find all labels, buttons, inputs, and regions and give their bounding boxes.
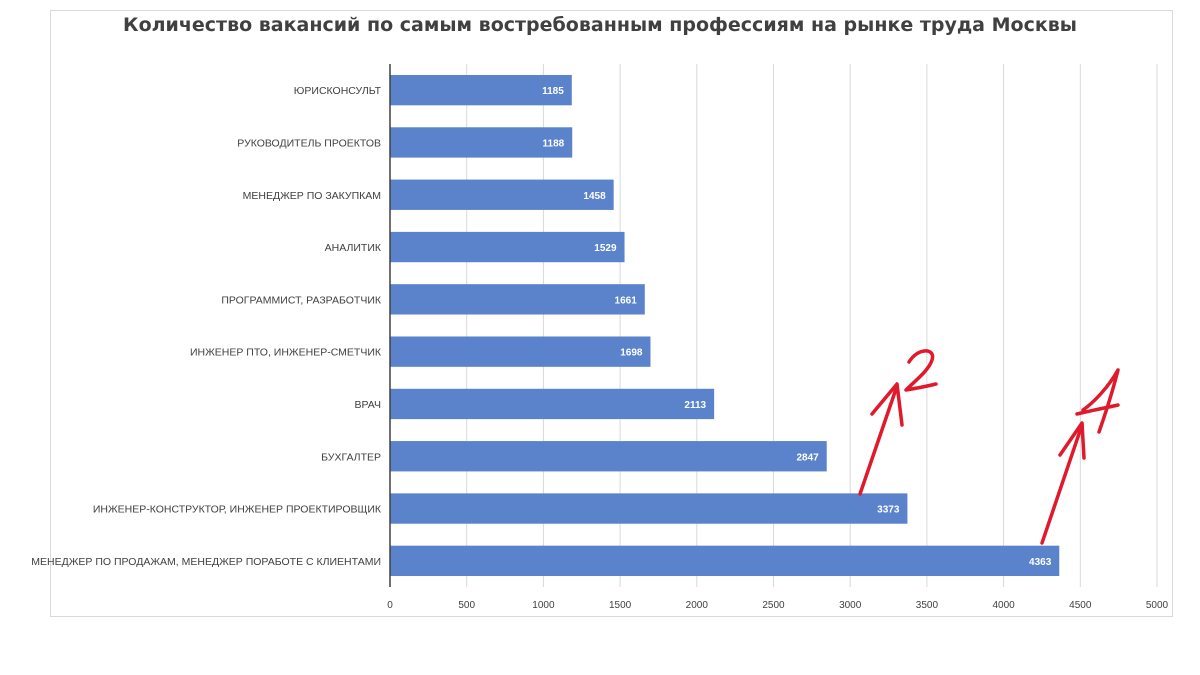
- category-label: БУХГАЛТЕР: [321, 451, 381, 463]
- bar: [390, 441, 827, 472]
- annotation-arrowhead: [870, 382, 904, 427]
- x-tick-label: 5000: [1146, 600, 1169, 611]
- category-labels: ЮРИСКОНСУЛЬТ РУКОВОДИТЕЛЬ ПРОЕКТОВ МЕНЕДЖЕ…: [31, 85, 382, 568]
- data-label: 1188: [543, 138, 565, 149]
- x-tick-label: 3500: [916, 600, 939, 611]
- bar: [390, 388, 715, 420]
- x-tick-label: 2000: [686, 600, 709, 611]
- x-tick-label: 1500: [609, 600, 632, 611]
- x-tick-label: 500: [458, 600, 475, 611]
- x-tick-label: 1000: [532, 600, 555, 611]
- category-label: РУКОВОДИТЕЛЬ ПРОЕКТОВ: [237, 137, 381, 149]
- x-tick-label: 4000: [992, 600, 1015, 611]
- category-label: ЮРИСКОНСУЛЬТ: [294, 85, 382, 97]
- data-label: 2847: [796, 452, 819, 463]
- category-label: ИНЖЕНЕР-КОНСТРУКТОР, ИНЖЕНЕР ПРОЕКТИРОВЩ…: [93, 504, 382, 516]
- bar: [390, 231, 625, 263]
- bar: [390, 179, 614, 210]
- bar: [390, 74, 572, 106]
- annotation-arrowhead: [1058, 421, 1086, 460]
- category-label: ИНЖЕНЕР ПТО, ИНЖЕНЕР-СМЕТЧИК: [190, 347, 382, 359]
- data-label: 1529: [594, 243, 617, 254]
- annotation-mark-1: [1075, 368, 1120, 434]
- data-label: 3373: [877, 505, 900, 516]
- bar: [390, 284, 645, 315]
- category-label: АНАЛИТИК: [325, 242, 382, 254]
- bar: [390, 336, 651, 367]
- category-label: ПРОГРАММИСТ, РАЗРАБОТЧИК: [221, 294, 382, 306]
- bar: [390, 545, 1060, 577]
- bar: [390, 127, 573, 158]
- annotations: [858, 349, 1120, 545]
- tick-labels: 0 500 1000 1500 2000 2500 3000 3500 4000 4500 5000: [387, 600, 1168, 611]
- bar: [390, 493, 908, 524]
- data-label: 1698: [620, 348, 643, 359]
- data-label: 1185: [542, 86, 564, 97]
- data-label: 1661: [615, 295, 638, 306]
- data-label: 1458: [583, 191, 606, 202]
- data-label: 4363: [1029, 557, 1052, 568]
- category-label: МЕНЕДЖЕР ПО ПРОДАЖАМ, МЕНЕДЖЕР ПОРАБОТЕ …: [31, 556, 381, 568]
- annotation-arrow: [1040, 423, 1084, 545]
- x-tick-label: 2500: [762, 600, 785, 611]
- category-label: МЕНЕДЖЕР ПО ЗАКУПКАМ: [243, 190, 381, 202]
- category-label: ВРАЧ: [355, 399, 382, 411]
- annotation-mark-2: [904, 349, 938, 392]
- x-tick-label: 3000: [839, 600, 862, 611]
- x-tick-label: 4500: [1069, 600, 1092, 611]
- annotation-arrow: [858, 384, 899, 496]
- x-tick-label: 0: [387, 600, 393, 611]
- chart-title: Количество вакансий по самым востребован…: [123, 14, 1077, 36]
- data-label: 2113: [684, 400, 706, 411]
- bars: 1185 1188 1458 1529 1661 1698 2113 2847 3373 4363: [390, 74, 1060, 577]
